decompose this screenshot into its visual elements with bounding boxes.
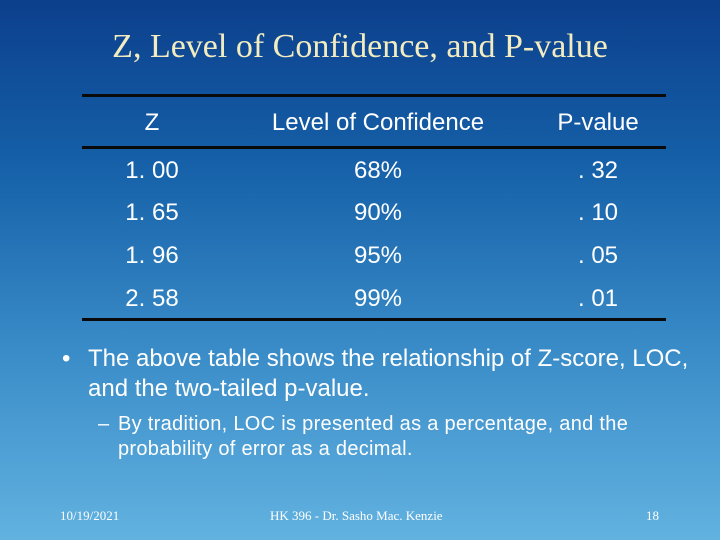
bullet-main: • The above table shows the relationship… [62, 344, 692, 404]
cell-z: 2. 58 [125, 285, 179, 312]
bullet-sub: – By tradition, LOC is presented as a pe… [98, 412, 698, 462]
cell-z: 1. 65 [125, 199, 179, 226]
cell-loc: 95% [353, 242, 403, 269]
cell-z: 1. 96 [125, 242, 179, 269]
footer-presenter: HK 396 - Dr. Sasho Mac. Kenzie [270, 508, 443, 523]
bullet-sub-text: By tradition, LOC is presented as a perc… [118, 413, 629, 460]
bullet-main-text: The above table shows the relationship o… [88, 345, 689, 402]
cell-loc: 90% [353, 199, 403, 226]
table-header-rule [82, 146, 666, 149]
slide-title: Z, Level of Confidence, and P-value [112, 28, 608, 65]
cell-z: 1. 00 [125, 157, 179, 184]
cell-p-value: . 01 [577, 285, 619, 312]
cell-p-value: . 32 [577, 157, 619, 184]
footer-date: 10/19/2021 [60, 508, 120, 523]
cell-loc: 68% [353, 157, 403, 184]
slide-number: 18 [646, 508, 659, 523]
cell-p-value: . 10 [577, 199, 619, 226]
sub-bullet-marker: – [98, 413, 110, 435]
table-top-rule [82, 94, 666, 97]
table-bottom-rule [82, 318, 666, 321]
header-p-value: P-value [557, 109, 639, 136]
bullet-marker: • [62, 345, 71, 372]
header-level-of-confidence: Level of Confidence [271, 109, 485, 136]
header-z: Z [144, 109, 160, 136]
cell-loc: 99% [353, 285, 403, 312]
cell-p-value: . 05 [577, 242, 619, 269]
